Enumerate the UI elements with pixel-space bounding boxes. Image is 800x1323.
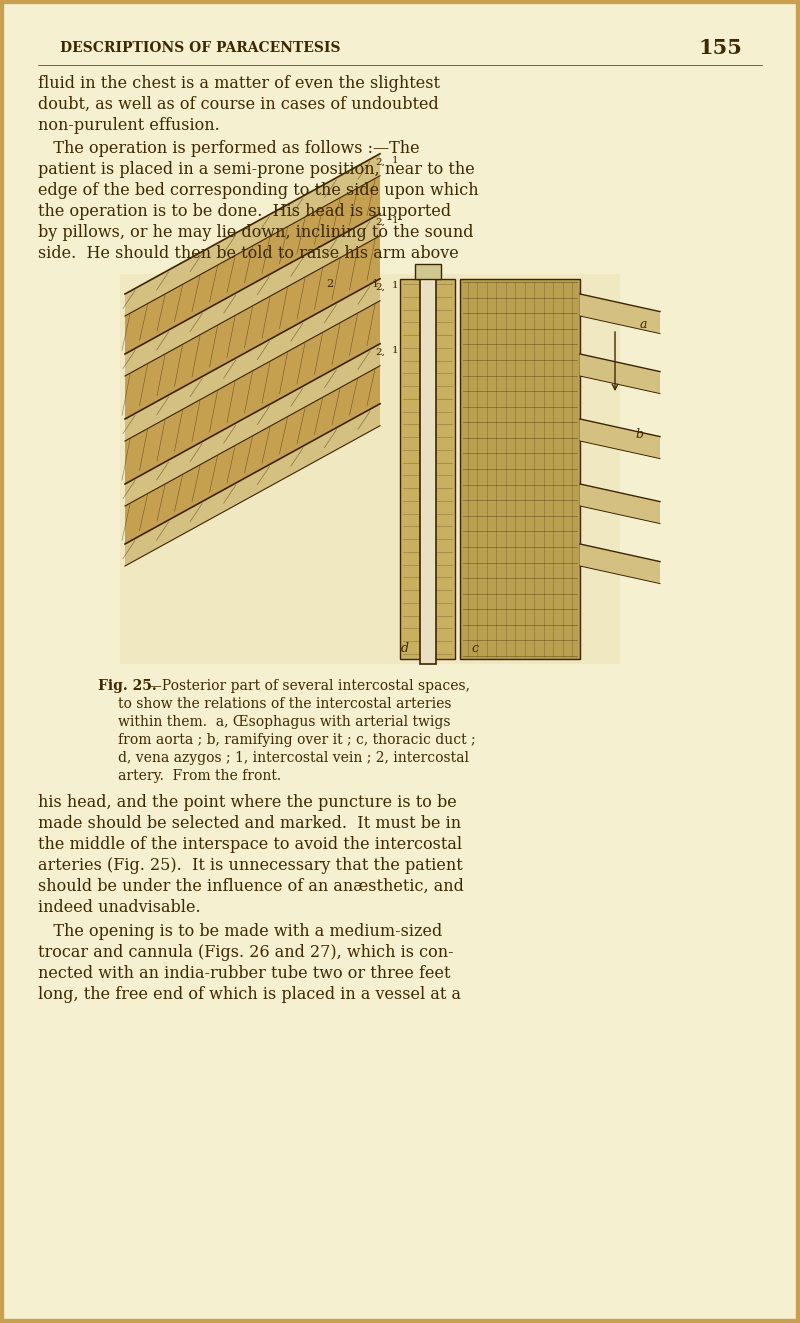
Text: 1: 1 — [392, 280, 398, 290]
Text: 155: 155 — [698, 38, 742, 58]
Text: the operation is to be done.  His head is supported: the operation is to be done. His head is… — [38, 202, 451, 220]
Polygon shape — [125, 176, 380, 355]
Text: 1: 1 — [371, 279, 378, 288]
Text: 2,: 2, — [375, 218, 385, 226]
Bar — [120, 274, 620, 664]
Text: long, the free end of which is placed in a vessel at a: long, the free end of which is placed in… — [38, 986, 461, 1003]
Text: 1: 1 — [392, 345, 398, 355]
Text: within them.  a, Œsophagus with arterial twigs: within them. a, Œsophagus with arterial … — [118, 714, 450, 729]
Polygon shape — [125, 153, 380, 316]
Text: 2,: 2, — [375, 283, 385, 292]
Text: The opening is to be made with a medium-sized: The opening is to be made with a medium-… — [38, 923, 442, 941]
Text: side.  He should then be told to raise his arm above: side. He should then be told to raise hi… — [38, 245, 458, 262]
Polygon shape — [125, 235, 380, 419]
Text: Fig. 25.: Fig. 25. — [98, 679, 157, 693]
Polygon shape — [125, 344, 380, 505]
Text: d: d — [401, 643, 409, 655]
Text: 1: 1 — [392, 216, 398, 225]
Bar — [420, 274, 436, 664]
Text: should be under the influence of an anæsthetic, and: should be under the influence of an anæs… — [38, 878, 464, 894]
Polygon shape — [580, 484, 660, 524]
Polygon shape — [580, 294, 660, 333]
Text: —Posterior part of several intercostal spaces,: —Posterior part of several intercostal s… — [148, 679, 470, 693]
Bar — [415, 265, 441, 279]
Text: 2,: 2, — [375, 348, 385, 357]
Text: d, vena azygos ; 1, intercostal vein ; 2, intercostal: d, vena azygos ; 1, intercostal vein ; 2… — [118, 751, 469, 765]
Polygon shape — [125, 300, 380, 484]
Text: a: a — [640, 318, 647, 331]
Text: from aorta ; b, ramifying over it ; c, thoracic duct ;: from aorta ; b, ramifying over it ; c, t… — [118, 733, 476, 747]
Text: artery.  From the front.: artery. From the front. — [118, 769, 281, 783]
Text: non-purulent effusion.: non-purulent effusion. — [38, 116, 220, 134]
Text: 2,: 2, — [375, 157, 385, 167]
Polygon shape — [125, 214, 380, 376]
Bar — [400, 279, 455, 659]
Text: nected with an india-rubber tube two or three feet: nected with an india-rubber tube two or … — [38, 964, 450, 982]
Text: arteries (Fig. 25).  It is unnecessary that the patient: arteries (Fig. 25). It is unnecessary th… — [38, 857, 462, 875]
Text: the middle of the interspace to avoid the intercostal: the middle of the interspace to avoid th… — [38, 836, 462, 853]
Text: The operation is performed as follows :—The: The operation is performed as follows :—… — [38, 140, 420, 157]
Polygon shape — [580, 419, 660, 459]
Text: patient is placed in a semi-prone position, near to the: patient is placed in a semi-prone positi… — [38, 161, 474, 179]
Text: to show the relations of the intercostal arteries: to show the relations of the intercostal… — [118, 697, 451, 710]
Polygon shape — [580, 544, 660, 583]
Text: indeed unadvisable.: indeed unadvisable. — [38, 900, 201, 916]
Text: by pillows, or he may lie down, inclining to the sound: by pillows, or he may lie down, inclinin… — [38, 224, 474, 241]
Polygon shape — [580, 355, 660, 394]
Text: c: c — [471, 643, 478, 655]
Text: doubt, as well as of course in cases of undoubted: doubt, as well as of course in cases of … — [38, 97, 438, 112]
Polygon shape — [125, 404, 380, 566]
Text: DESCRIPTIONS OF PARACENTESIS: DESCRIPTIONS OF PARACENTESIS — [60, 41, 340, 56]
Bar — [460, 279, 580, 659]
Text: fluid in the chest is a matter of even the slightest: fluid in the chest is a matter of even t… — [38, 75, 440, 93]
Text: made should be selected and marked.  It must be in: made should be selected and marked. It m… — [38, 815, 461, 832]
Text: 2: 2 — [326, 279, 334, 288]
Text: trocar and cannula (Figs. 26 and 27), which is con-: trocar and cannula (Figs. 26 and 27), wh… — [38, 945, 454, 960]
Text: 1: 1 — [392, 156, 398, 165]
Polygon shape — [125, 365, 380, 544]
Text: his head, and the point where the puncture is to be: his head, and the point where the punctu… — [38, 794, 457, 811]
Text: edge of the bed corresponding to the side upon which: edge of the bed corresponding to the sid… — [38, 183, 478, 198]
Polygon shape — [125, 279, 380, 441]
Text: b: b — [635, 427, 643, 441]
